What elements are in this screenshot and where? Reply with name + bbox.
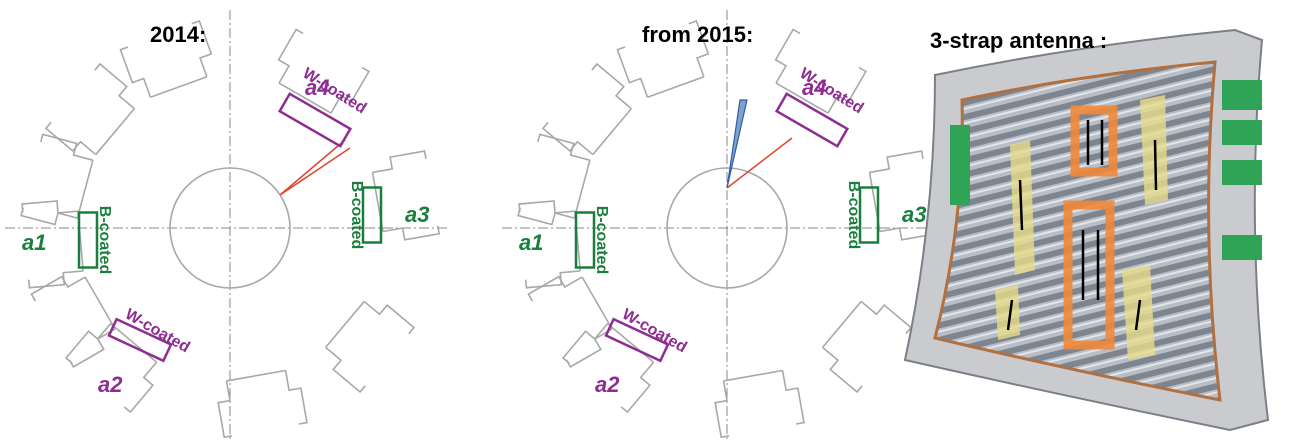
port-outline [20,133,94,226]
photo-title: 3-strap antenna : [930,28,1107,53]
port-outline [277,28,370,114]
port-outline [616,19,710,99]
port-shape [325,300,416,394]
port-outline [714,369,805,439]
port-shape [217,369,308,439]
coating-label: W-coated [122,306,193,357]
port-outline [561,323,655,414]
antenna-shape [574,211,596,269]
panel-title: 2014: [150,22,206,47]
port-shape [774,28,867,114]
port-outline [217,369,308,439]
antenna-shape [107,317,173,363]
port-shape [119,19,213,99]
coating-label: W-coated [619,306,690,357]
antenna-shape [604,317,670,363]
port-shape [20,133,94,226]
antenna-photo: 3-strap antenna : [903,28,1270,432]
port-shape [561,323,655,414]
port-outline [822,300,913,394]
antenna-label: a4 [802,75,826,100]
antenna-label: a1 [22,230,46,255]
port-shape [616,19,710,99]
port-shape [527,275,613,368]
port-outline [64,323,158,414]
arrows [1006,120,1158,331]
panel-title: from 2015: [642,22,753,47]
tokamak-panel: from 2015: a1 B-coated a2 W-coated a3 B-coated… [502,10,947,440]
port-outline [44,62,135,156]
port-outline [541,62,632,156]
antenna-label: a4 [305,75,329,100]
inner-wall [666,167,788,289]
port-outline [119,19,213,99]
antenna-label: a1 [519,230,543,255]
port-shape [64,323,158,414]
straps [1063,105,1118,350]
port-shape [277,28,370,114]
antenna-label: a3 [405,202,429,227]
antenna-label: a2 [98,372,123,397]
port-shape [714,369,805,439]
antenna-shape [858,186,880,244]
coating-label: B-coated [593,206,610,274]
port-outline [527,275,613,368]
green-tabs [950,80,1262,260]
port-shape [541,62,632,156]
tokamak-panel: 2014:a1 B-coateda2W-coateda3B-coateda4W-c… [5,10,450,440]
beam-line [726,99,748,189]
antenna-shape [774,92,850,148]
port-shape [822,300,913,394]
antenna-shape [361,186,383,244]
antenna-label: a3 [902,202,926,227]
port-shape [517,133,591,226]
port-outline [774,28,867,114]
port-outline [517,133,591,226]
coating-label: B-coated [348,181,365,249]
beam-line [726,137,793,189]
port-shape [30,275,116,368]
coating-label: B-coated [96,206,113,274]
beam-line [279,139,351,196]
port-outline [30,275,116,368]
antenna-shape [277,92,353,148]
antenna-shape [77,211,99,269]
antenna-label: a2 [595,372,620,397]
coating-label: B-coated [845,181,862,249]
port-outline [325,300,416,394]
port-shape [44,62,135,156]
inner-wall [169,167,291,289]
